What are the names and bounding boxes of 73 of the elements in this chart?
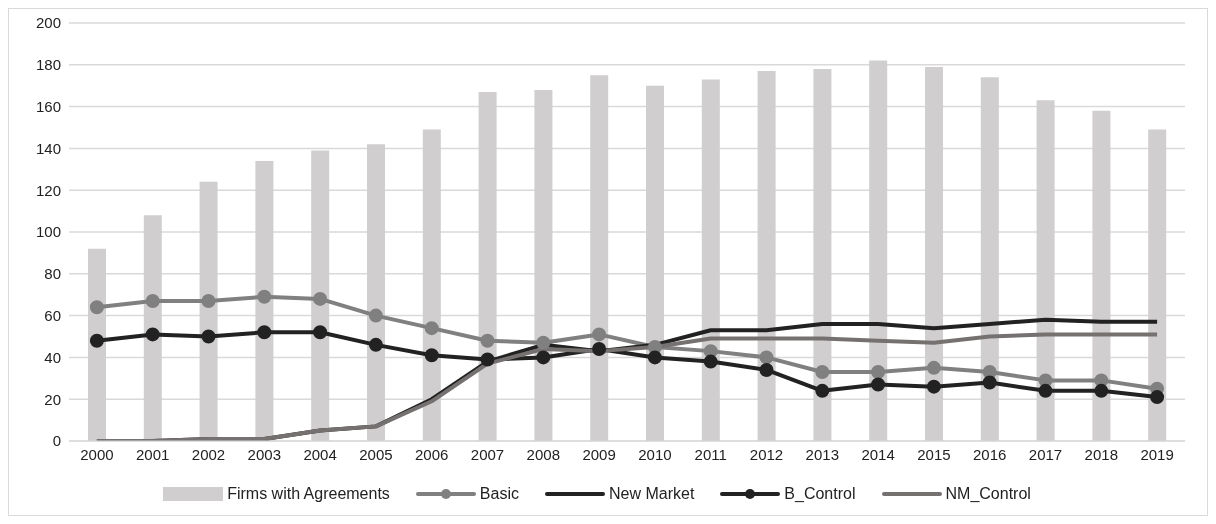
x-tick-label: 2004 [303, 445, 337, 463]
x-tick-label: 2005 [359, 445, 393, 463]
point [871, 365, 886, 380]
point [424, 321, 439, 336]
point [815, 365, 830, 380]
point [815, 383, 830, 398]
y-tick-label: 40 [44, 348, 61, 366]
x-tick-label: 2008 [526, 445, 560, 463]
x-tick-label: 2009 [582, 445, 616, 463]
point [759, 350, 774, 365]
x-tick-label: 2003 [247, 445, 281, 463]
legend-label: Basic [479, 485, 519, 503]
point [647, 339, 662, 354]
y-tick-label: 180 [35, 56, 61, 74]
x-tick-label: 2007 [470, 445, 505, 463]
x-tick-label: 2014 [861, 445, 895, 463]
point [592, 327, 607, 342]
point [592, 342, 607, 357]
y-tick-label: 80 [44, 265, 61, 283]
point [89, 333, 104, 348]
point [926, 360, 941, 375]
point [703, 344, 718, 359]
point [1038, 383, 1053, 398]
legend-label: New Market [608, 485, 695, 503]
x-tick-label: 2002 [191, 445, 226, 463]
x-tick-label: 2012 [749, 445, 784, 463]
x-tick-label: 2013 [805, 445, 839, 463]
point [1094, 373, 1109, 388]
x-tick-label: 2019 [1140, 445, 1174, 463]
x-tick-label: 2001 [136, 445, 170, 463]
y-tick-label: 20 [44, 390, 61, 408]
y-tick-label: 200 [35, 14, 61, 32]
x-tick-label: 2010 [638, 445, 672, 463]
x-tick-label: 2006 [415, 445, 449, 463]
x-tick-label: 2016 [973, 445, 1007, 463]
point [759, 362, 774, 377]
point [257, 325, 272, 340]
point [480, 352, 495, 367]
point [368, 337, 383, 352]
y-tick-label: 0 [52, 432, 61, 450]
point [257, 289, 272, 304]
point [536, 335, 551, 350]
point [89, 300, 104, 315]
point [368, 308, 383, 323]
point [424, 348, 439, 363]
point [145, 327, 160, 342]
legend-label: Firms with Agreements [227, 485, 390, 503]
point [536, 350, 551, 365]
y-tick-label: 160 [35, 97, 61, 115]
x-tick-label: 2011 [694, 445, 727, 463]
y-tick-label: 60 [44, 306, 61, 324]
point [480, 333, 495, 348]
point [313, 291, 328, 306]
legend-label: NM_Control [945, 485, 1031, 503]
x-tick-label: 2000 [80, 445, 114, 463]
y-tick-label: 100 [35, 223, 61, 241]
point [201, 293, 216, 308]
y-tick-label: 140 [35, 139, 61, 157]
y-tick-label: 120 [35, 181, 61, 199]
point [1094, 383, 1109, 398]
point [703, 354, 718, 369]
point [201, 329, 216, 344]
point [1150, 390, 1165, 405]
point [926, 379, 941, 394]
x-tick-label: 2015 [917, 445, 951, 463]
point [145, 293, 160, 308]
point [982, 375, 997, 390]
point [871, 377, 886, 392]
point [313, 325, 328, 340]
legend-label: B_Control [784, 485, 856, 503]
x-tick-label: 2018 [1084, 445, 1118, 463]
x-tick-label: 2017 [1028, 445, 1063, 463]
point [647, 350, 662, 365]
